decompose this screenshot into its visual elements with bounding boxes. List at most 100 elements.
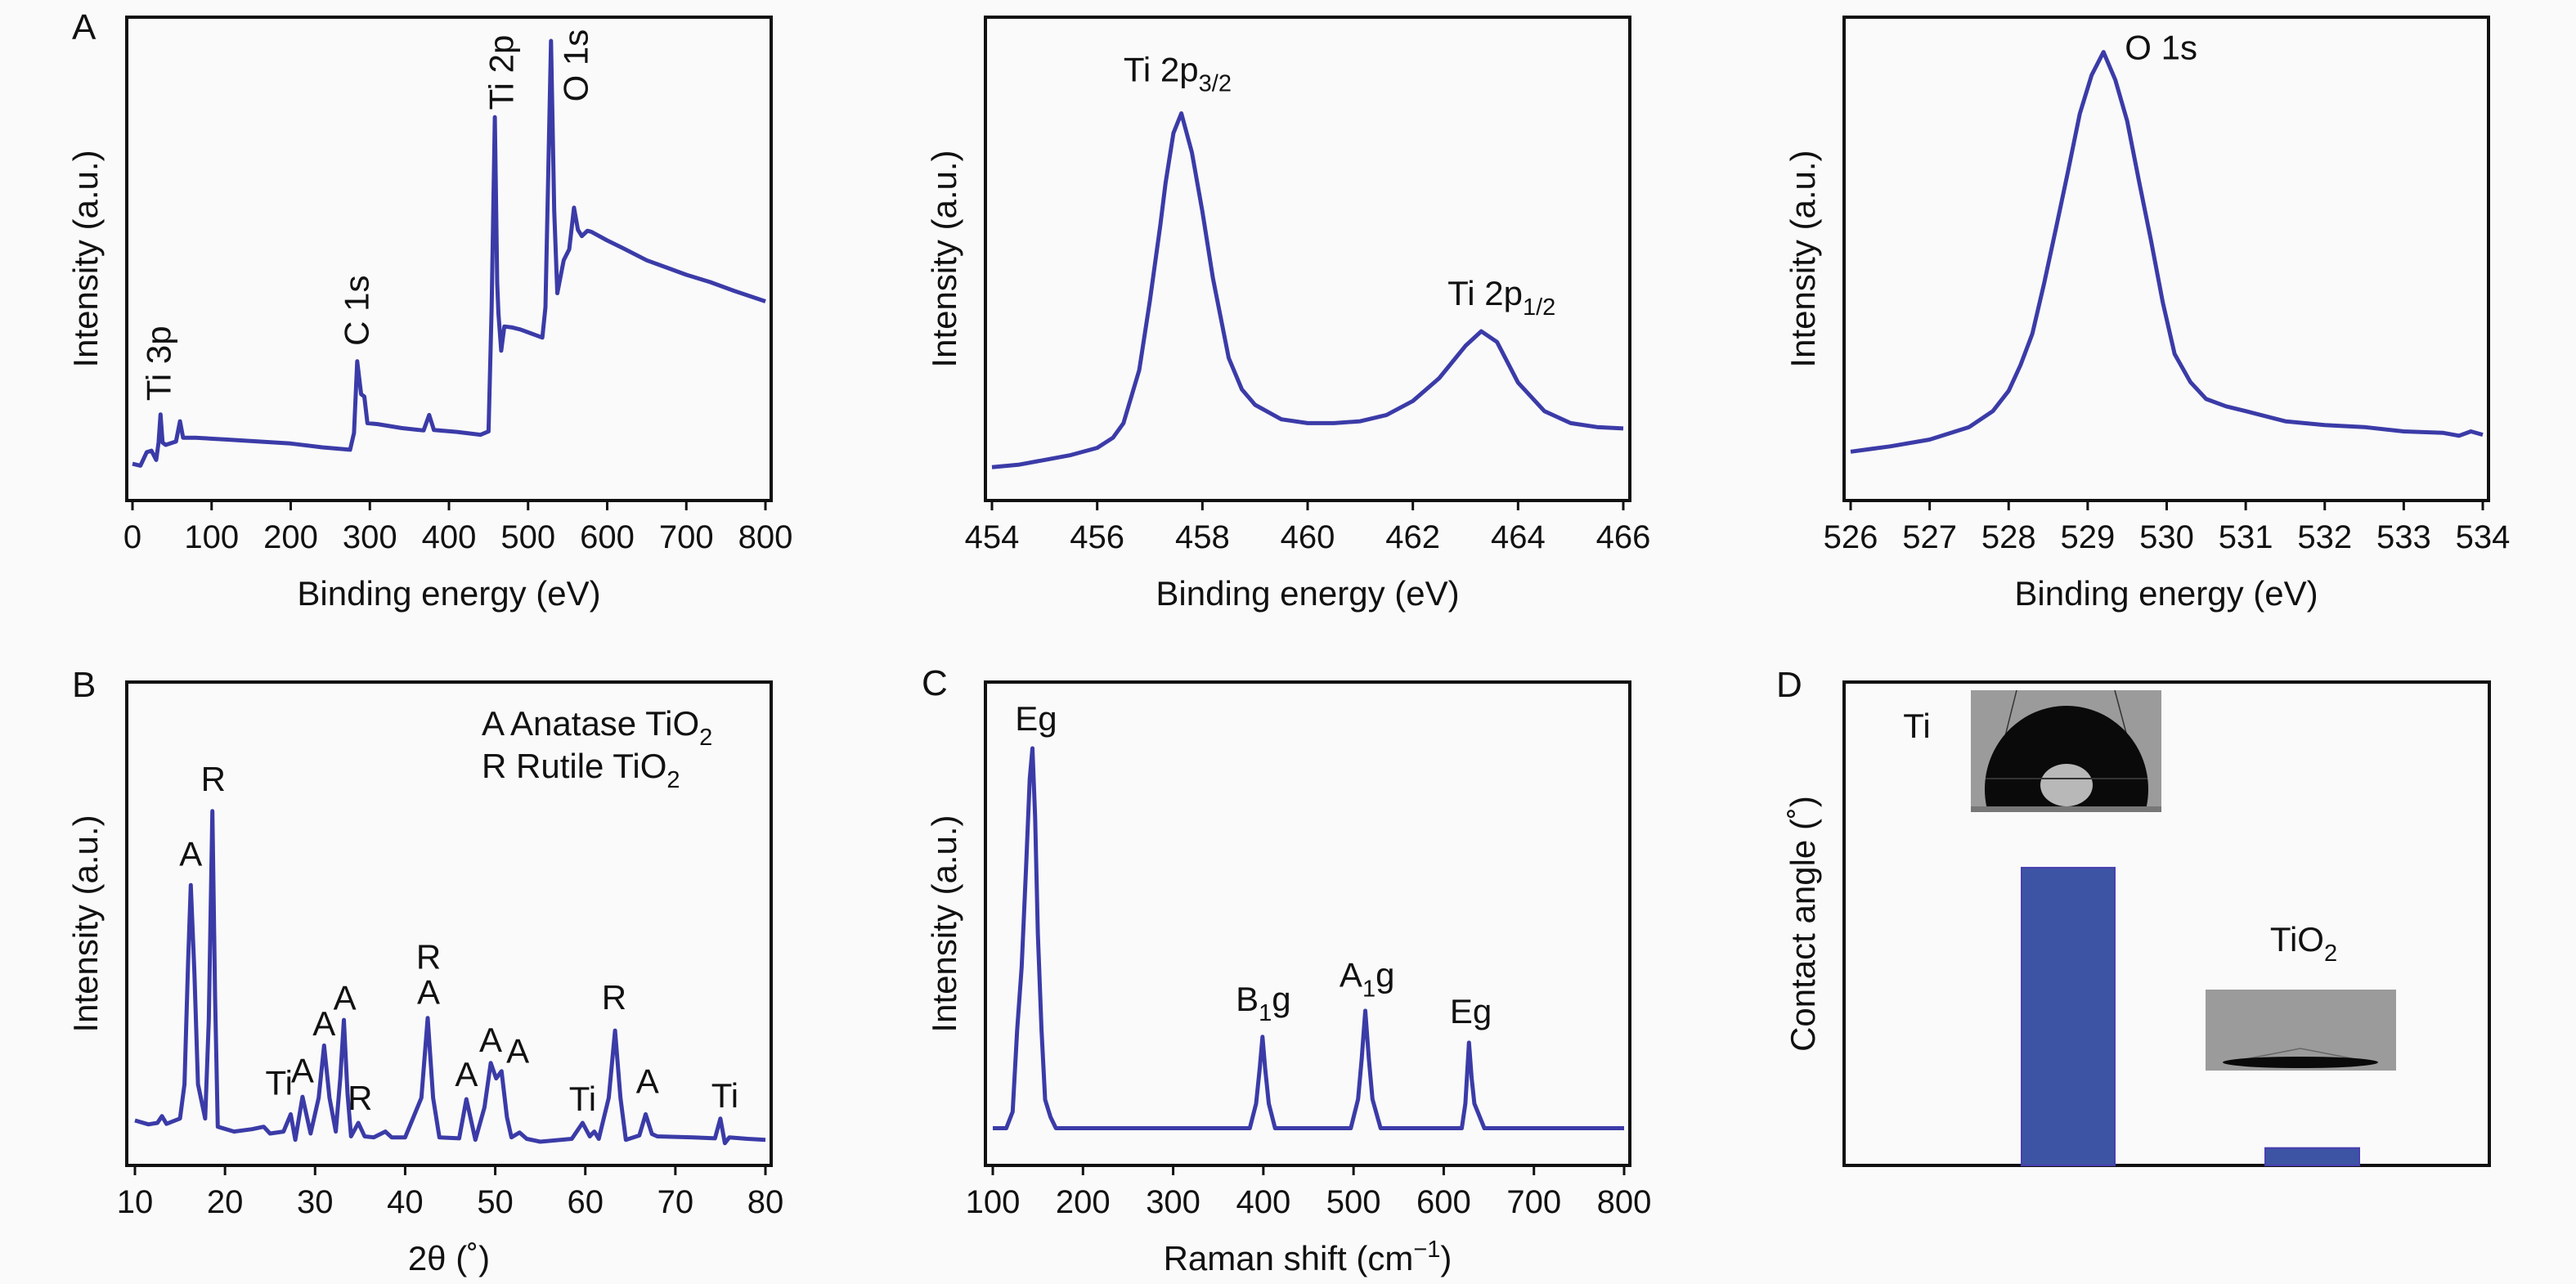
x-tick-label: 700 xyxy=(1506,1184,1561,1220)
text-part: R xyxy=(201,760,226,798)
peak-label: Ti xyxy=(266,1064,293,1102)
x-tick-label: 40 xyxy=(387,1184,424,1220)
x-tick-label: 200 xyxy=(263,519,318,555)
superscript: −1 xyxy=(1413,1237,1440,1263)
peak-label: A1g xyxy=(1340,955,1395,1002)
peak-label: C 1s xyxy=(337,276,375,346)
peak-label: O 1s xyxy=(2125,28,2197,66)
text-part: Binding energy (eV) xyxy=(2014,574,2318,613)
peak-label: Ti xyxy=(569,1080,596,1118)
text-part: Ti 2p xyxy=(1124,51,1199,89)
x-tick-label: 526 xyxy=(1824,519,1878,555)
panel-b: B Intensity (a.u.) 10 20 30 40 50 60 70 80 2θ (˚) A… xyxy=(66,665,783,1277)
plot-frame xyxy=(1842,680,2491,1167)
plot-frame xyxy=(984,680,1631,1167)
x-tick-label: 458 xyxy=(1175,519,1230,555)
category-label-tio2: TiO2 xyxy=(2270,920,2337,967)
text-part: R Rutile TiO xyxy=(482,747,666,785)
x-tick-label: 500 xyxy=(500,519,555,555)
text-part: C 1s xyxy=(337,276,375,346)
x-tick-label: 300 xyxy=(1146,1184,1200,1220)
x-tick-label: 500 xyxy=(1326,1184,1381,1220)
y-axis-title: Intensity (a.u.) xyxy=(66,815,105,1032)
peak-label: A xyxy=(479,1021,502,1059)
y-axis-title: Intensity (a.u.) xyxy=(925,150,963,367)
x-tick-label: 100 xyxy=(966,1184,1021,1220)
subscript: 2 xyxy=(666,767,680,793)
text-part: A xyxy=(312,1004,335,1043)
text-part: A xyxy=(291,1051,314,1089)
text-part: A Anatase TiO xyxy=(482,704,699,743)
text-part: A xyxy=(1340,955,1362,994)
x-tick-label: 462 xyxy=(1385,519,1440,555)
x-tick-label: 534 xyxy=(2456,519,2511,555)
text-part: A xyxy=(479,1021,502,1059)
text-part: R xyxy=(416,937,441,976)
spectrum-line xyxy=(132,38,766,468)
subscript: 1/2 xyxy=(1523,294,1555,321)
x-tick-label: 10 xyxy=(117,1184,154,1220)
x-tick-label: 532 xyxy=(2297,519,2352,555)
text-part: Eg xyxy=(1015,699,1057,738)
spectrum-line xyxy=(134,809,766,1146)
x-axis-title: Binding energy (eV) xyxy=(2014,574,2318,613)
peak-label: R xyxy=(348,1079,372,1117)
text-part: Ti 2p xyxy=(482,35,520,110)
peak-label: A xyxy=(455,1055,478,1093)
x-tick-label: 0 xyxy=(123,519,141,555)
peak-label: R xyxy=(416,937,441,976)
category-label-ti: Ti xyxy=(1903,707,1930,745)
peak-label: O 1s xyxy=(556,29,595,102)
x-axis-title: Binding energy (eV) xyxy=(297,574,600,613)
panel-letter: A xyxy=(72,7,96,47)
peak-label: A xyxy=(312,1004,335,1043)
text-part: R xyxy=(348,1079,372,1117)
text-part: A xyxy=(417,973,440,1012)
x-tick-label: 530 xyxy=(2139,519,2194,555)
peak-label: Eg xyxy=(1450,992,1492,1030)
peak-label: Ti xyxy=(711,1076,738,1115)
x-axis-title: Binding energy (eV) xyxy=(1156,574,1459,613)
bar-tio2 xyxy=(2264,1147,2360,1166)
x-tick-label: 50 xyxy=(477,1184,514,1220)
panel-a2: Intensity (a.u.) 454 456 458 460 462 464 466 Bin… xyxy=(925,16,1650,613)
x-tick-label: 60 xyxy=(567,1184,604,1220)
peak-label: Ti 2p xyxy=(482,35,520,110)
peak-label: A xyxy=(636,1062,659,1100)
subscript: 1 xyxy=(1259,1000,1272,1026)
panel-letter: C xyxy=(922,663,948,703)
text-part: Ti xyxy=(711,1076,738,1115)
text-part: Ti xyxy=(266,1064,293,1102)
subscript: 2 xyxy=(2324,941,2337,967)
text-part: Ti xyxy=(569,1080,596,1118)
legend-entry: A Anatase TiO2 xyxy=(482,704,712,751)
panel-c: C Intensity (a.u.) 100 200 300 400 500 600 700 80… xyxy=(922,663,1651,1277)
panel-letter: B xyxy=(72,665,96,705)
text-part: O 1s xyxy=(2125,28,2197,66)
text-part: g xyxy=(1376,955,1394,994)
droplet-image-ti xyxy=(1971,689,2161,812)
peak-label: A xyxy=(506,1032,529,1071)
x-tick-label: 400 xyxy=(1236,1184,1290,1220)
x-tick-label: 200 xyxy=(1056,1184,1111,1220)
y-axis-title: Intensity (a.u.) xyxy=(66,150,105,367)
text-part: A xyxy=(506,1032,529,1071)
text-part: Binding energy (eV) xyxy=(297,574,600,613)
x-tick-label: 30 xyxy=(297,1184,334,1220)
text-part: A xyxy=(455,1055,478,1093)
y-axis-title: Intensity (a.u.) xyxy=(925,815,963,1032)
text-part: Eg xyxy=(1450,992,1492,1030)
x-axis-title: 2θ (˚) xyxy=(408,1239,490,1277)
y-axis-title: Intensity (a.u.) xyxy=(1784,150,1822,367)
subscript: 3/2 xyxy=(1199,71,1232,97)
text-part: Raman shift (cm xyxy=(1164,1239,1414,1277)
panel-letter: D xyxy=(1776,665,1802,705)
text-part: A xyxy=(636,1062,659,1100)
x-tick-label: 80 xyxy=(747,1184,784,1220)
spectrum-line xyxy=(1850,50,2484,454)
x-tick-label: 20 xyxy=(207,1184,244,1220)
x-tick-label: 460 xyxy=(1281,519,1335,555)
x-tick-label: 800 xyxy=(1597,1184,1652,1220)
